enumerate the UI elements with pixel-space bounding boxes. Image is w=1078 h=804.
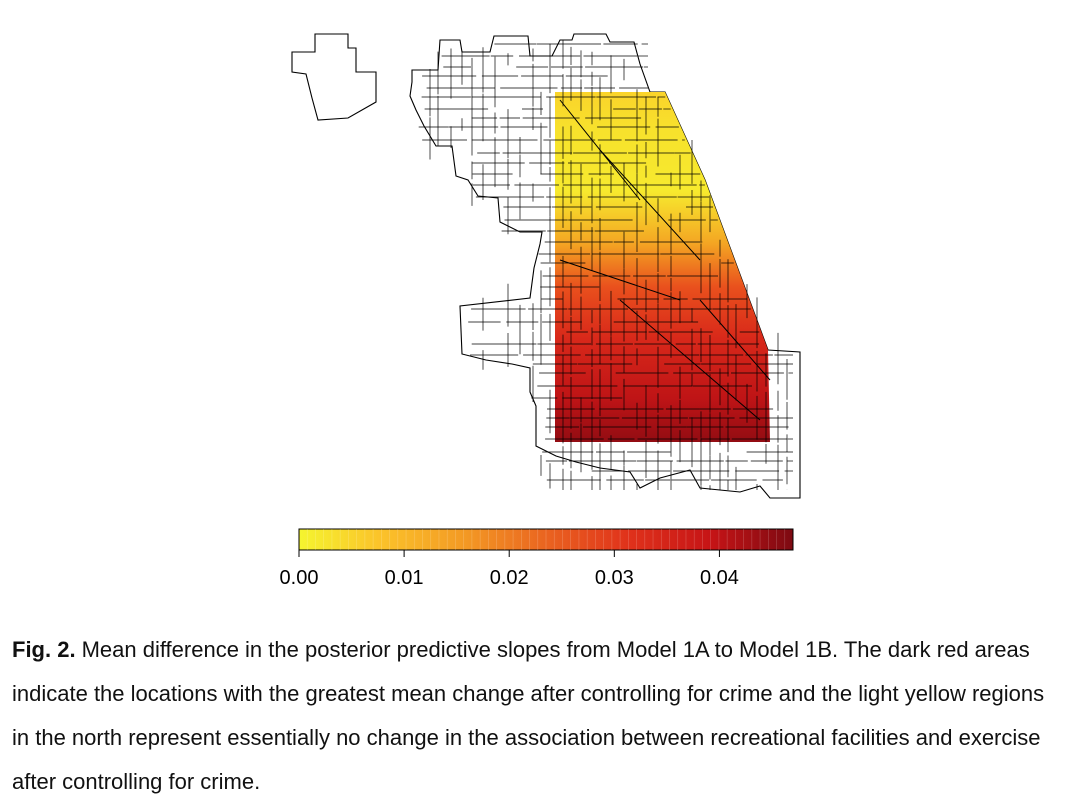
figure-label: Fig. 2. (12, 637, 76, 662)
colorbar-tick-label: 0.00 (280, 567, 319, 589)
colorbar-tick-label: 0.01 (385, 567, 424, 589)
colorbar-tick-label: 0.02 (490, 567, 529, 589)
colorbar-tick-label: 0.03 (595, 567, 634, 589)
colorbar-ticks: 0.00 0.01 0.02 0.03 0.04 (280, 529, 786, 589)
choropleth-map-figure: 0.00 0.01 0.02 0.03 0.04 (280, 33, 801, 589)
census-tract-boundaries (418, 40, 793, 490)
colorbar-tick-label: 0.04 (700, 567, 739, 589)
caption-text: Mean difference in the posterior predict… (12, 637, 1045, 794)
figure-caption: Fig. 2. Mean difference in the posterior … (12, 628, 1064, 804)
tract-edge (559, 259, 681, 301)
tract-edge (599, 149, 701, 261)
tract-edge (619, 299, 761, 421)
colorbar-gradient (298, 528, 794, 551)
colorbar: 0.00 0.01 0.02 0.03 0.04 (280, 528, 794, 589)
airport-area (291, 33, 377, 121)
tract-edge (699, 299, 771, 381)
